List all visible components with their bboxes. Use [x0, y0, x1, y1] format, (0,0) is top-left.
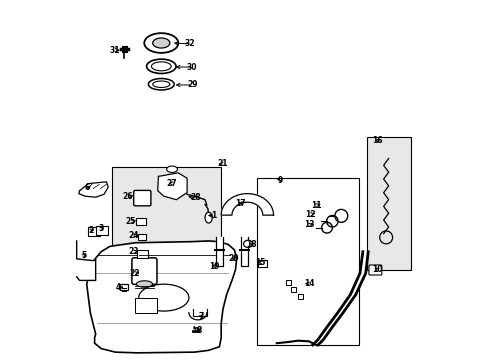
Text: 30: 30 — [186, 63, 196, 72]
Ellipse shape — [152, 81, 169, 87]
Polygon shape — [221, 194, 273, 215]
Text: 9: 9 — [277, 176, 283, 185]
Bar — [285, 280, 290, 285]
Ellipse shape — [148, 78, 174, 90]
FancyBboxPatch shape — [368, 265, 381, 275]
Ellipse shape — [136, 281, 152, 287]
Text: 6: 6 — [84, 183, 90, 192]
Text: 22: 22 — [129, 269, 140, 278]
Bar — [257, 260, 266, 267]
Text: 1: 1 — [211, 211, 216, 220]
Text: 29: 29 — [187, 81, 197, 90]
Polygon shape — [215, 237, 223, 266]
Bar — [290, 287, 296, 292]
Bar — [257, 178, 359, 345]
Text: 25: 25 — [125, 217, 136, 226]
Bar — [136, 218, 146, 225]
Ellipse shape — [146, 59, 176, 73]
Ellipse shape — [151, 62, 171, 71]
Text: 15: 15 — [255, 258, 265, 267]
Text: 27: 27 — [166, 179, 177, 188]
Text: 11: 11 — [310, 201, 321, 210]
Polygon shape — [77, 241, 96, 280]
Text: 7: 7 — [199, 312, 203, 321]
Bar — [135, 298, 156, 313]
Text: 26: 26 — [122, 192, 133, 201]
Bar — [297, 294, 302, 299]
Text: 23: 23 — [128, 247, 138, 256]
Text: 14: 14 — [303, 279, 314, 288]
Text: 19: 19 — [208, 262, 219, 271]
Text: 18: 18 — [246, 240, 257, 249]
Text: 24: 24 — [128, 231, 138, 240]
Ellipse shape — [204, 212, 212, 223]
Bar — [120, 284, 127, 291]
Ellipse shape — [243, 240, 252, 247]
Bar — [137, 250, 147, 258]
Polygon shape — [158, 173, 187, 200]
Text: 21: 21 — [217, 159, 228, 168]
Polygon shape — [241, 237, 247, 266]
Polygon shape — [79, 182, 108, 197]
Bar — [96, 226, 108, 234]
Text: 20: 20 — [228, 255, 239, 264]
Text: 17: 17 — [235, 199, 246, 208]
Bar — [366, 137, 410, 270]
Text: 28: 28 — [190, 193, 201, 202]
Text: 8: 8 — [197, 326, 202, 335]
Bar — [88, 227, 100, 236]
Text: 4: 4 — [115, 283, 121, 292]
Ellipse shape — [139, 284, 188, 311]
Polygon shape — [312, 252, 367, 345]
Text: 2: 2 — [88, 226, 93, 235]
PathPatch shape — [86, 241, 236, 353]
Text: 31: 31 — [109, 46, 120, 55]
Text: 12: 12 — [305, 210, 315, 219]
Text: 32: 32 — [183, 39, 194, 48]
Text: 3: 3 — [98, 224, 103, 233]
FancyBboxPatch shape — [133, 190, 151, 206]
Bar — [137, 234, 145, 240]
Text: 16: 16 — [371, 136, 382, 145]
Text: 13: 13 — [303, 220, 314, 229]
Ellipse shape — [152, 38, 169, 48]
Text: 10: 10 — [371, 265, 382, 274]
FancyBboxPatch shape — [132, 258, 157, 284]
Text: 5: 5 — [81, 251, 86, 260]
Bar — [112, 167, 221, 295]
Ellipse shape — [144, 33, 178, 53]
Ellipse shape — [166, 166, 177, 172]
